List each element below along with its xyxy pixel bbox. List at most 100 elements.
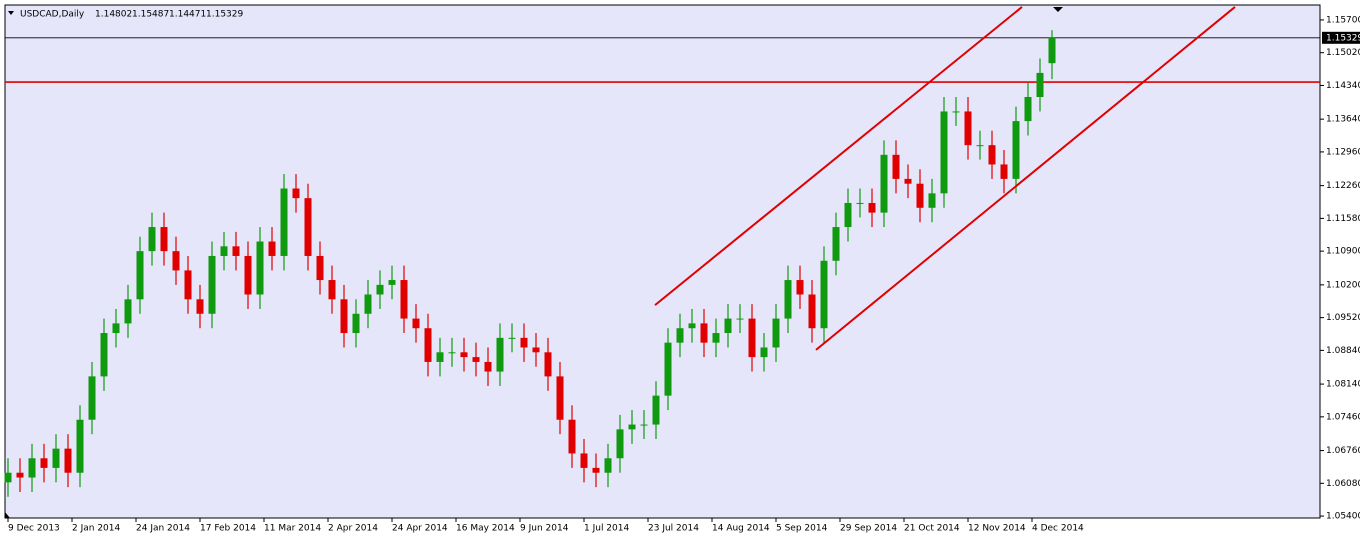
candle-body <box>376 284 384 295</box>
x-tick-label: 11 Mar 2014 <box>264 524 321 534</box>
last-price-box <box>1322 31 1360 44</box>
candle-body <box>496 337 504 372</box>
x-tick-label: 23 Jul 2014 <box>648 524 699 534</box>
candle-body <box>760 347 768 358</box>
candle-body <box>52 448 60 468</box>
candle-body <box>616 429 624 459</box>
header-value: 1.15329 <box>206 10 243 20</box>
x-tick-label: 9 Dec 2013 <box>8 524 60 534</box>
y-tick-label: 1.08840 <box>1326 346 1360 356</box>
y-tick-label: 1.12960 <box>1326 147 1360 157</box>
candle-body <box>964 111 972 146</box>
candle-body <box>592 467 600 473</box>
y-tick-label: 1.12260 <box>1326 181 1360 191</box>
y-tick-label: 1.11580 <box>1326 214 1360 224</box>
x-tick-label: 24 Apr 2014 <box>392 524 448 534</box>
candle-body <box>928 193 936 208</box>
candle-body <box>40 458 48 468</box>
y-tick-label: 1.14340 <box>1326 81 1360 91</box>
x-tick-label: 21 Oct 2014 <box>904 524 960 534</box>
y-tick-label: 1.15020 <box>1326 48 1360 58</box>
chart-title: USDCAD,Daily <box>20 10 85 20</box>
candle-body <box>292 188 300 199</box>
candle-body <box>700 323 708 343</box>
candle-body <box>508 337 516 339</box>
candle-body <box>184 270 192 300</box>
candle-body <box>136 251 144 300</box>
candle-body <box>304 198 312 256</box>
candle-body <box>724 318 732 334</box>
candle-body <box>988 145 996 165</box>
y-tick-label: 1.07460 <box>1326 412 1360 422</box>
candle-body <box>400 280 408 319</box>
candle-body <box>268 241 276 256</box>
x-tick-label: 29 Sep 2014 <box>840 524 897 534</box>
y-tick-label: 1.13640 <box>1326 115 1360 125</box>
candle-body <box>100 333 108 377</box>
candle-body <box>172 251 180 271</box>
candle-body <box>544 352 552 377</box>
x-tick-label: 16 May 2014 <box>456 524 515 534</box>
candle-body <box>64 448 72 473</box>
x-tick-label: 12 Nov 2014 <box>968 524 1026 534</box>
candle-body <box>160 227 168 252</box>
y-tick-label: 1.15700 <box>1326 15 1360 25</box>
candle-body <box>748 318 756 358</box>
candle-body <box>520 337 528 348</box>
candle-body <box>472 357 480 362</box>
candle-body <box>340 299 348 334</box>
candle-body <box>208 255 216 314</box>
candle-body <box>448 352 456 354</box>
candle-body <box>460 352 468 358</box>
candle-body <box>16 472 24 478</box>
candle-body <box>88 376 96 420</box>
candle-body <box>148 227 156 252</box>
candle-body <box>916 183 924 208</box>
last-price-label: 1.15329 <box>1326 33 1360 43</box>
candle-body <box>220 246 228 256</box>
candle-body <box>640 424 648 426</box>
candle-body <box>388 280 396 285</box>
candle-body <box>280 188 288 256</box>
candle-body <box>412 318 420 329</box>
candle-body <box>976 145 984 147</box>
candle-body <box>124 299 132 324</box>
candle-body <box>232 246 240 256</box>
candle-body <box>808 294 816 329</box>
x-tick-label: 2 Apr 2014 <box>328 524 378 534</box>
y-tick-label: 1.05400 <box>1326 512 1360 522</box>
candle-body <box>112 323 120 334</box>
y-tick-label: 1.08140 <box>1326 380 1360 390</box>
candle-body <box>1024 97 1032 122</box>
candle-body <box>1012 121 1020 179</box>
candle-body <box>556 376 564 420</box>
candle-body <box>424 328 432 362</box>
y-tick-label: 1.10900 <box>1326 247 1360 257</box>
candle-body <box>244 255 252 295</box>
candle-body <box>796 280 804 295</box>
candle-body <box>952 111 960 113</box>
candle-body <box>316 255 324 281</box>
candle-body <box>652 395 660 425</box>
header-value: 1.14802 <box>95 10 132 20</box>
corner-marker <box>5 512 10 518</box>
candle-body <box>844 202 852 228</box>
y-tick-label: 1.06760 <box>1326 446 1360 456</box>
header-value: 1.14471 <box>169 10 206 20</box>
candle-body <box>364 294 372 314</box>
x-tick-label: 9 Jun 2014 <box>520 524 569 534</box>
candle-body <box>664 342 672 396</box>
x-tick-label: 24 Jan 2014 <box>136 524 190 534</box>
candle-body <box>628 424 636 430</box>
candle-body <box>352 313 360 334</box>
candle-body <box>892 154 900 179</box>
x-tick-label: 2 Jan 2014 <box>72 524 120 534</box>
candle-body <box>832 227 840 261</box>
candle-body <box>28 458 36 478</box>
candle-body <box>904 178 912 184</box>
candle-body <box>484 361 492 372</box>
menu-arrow <box>8 11 14 15</box>
channel-line <box>654 6 1023 306</box>
